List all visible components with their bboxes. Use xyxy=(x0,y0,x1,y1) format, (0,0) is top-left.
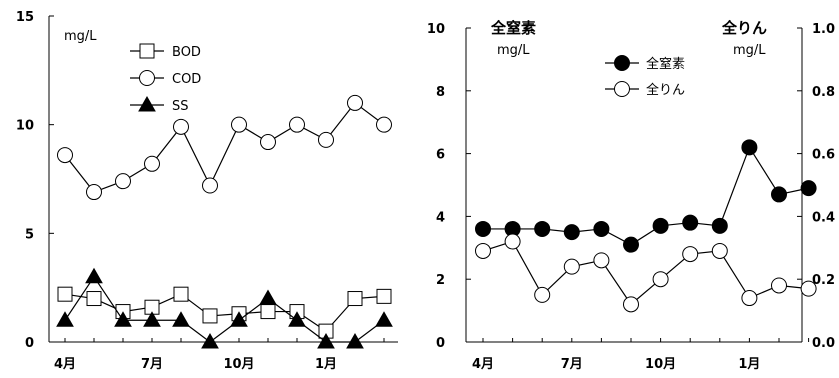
left-legend-label: SS xyxy=(172,99,189,114)
left-y-tick-label: 15 xyxy=(16,10,34,25)
left-data-point xyxy=(173,286,189,302)
left-data-point xyxy=(347,291,363,307)
left-data-point xyxy=(115,173,131,190)
right-left-y-tick-label: 6 xyxy=(436,148,445,163)
left-x-tick-label: 1月 xyxy=(315,357,337,372)
left-data-point xyxy=(57,147,73,164)
left-data-point xyxy=(318,131,334,148)
right-right-unit: mg/L xyxy=(733,43,766,58)
left-unit-label: mg/L xyxy=(64,29,97,44)
left-series-line xyxy=(64,102,385,193)
left-data-point xyxy=(375,311,393,327)
right-right-y-tick-label: 0.4 xyxy=(812,210,835,225)
right-left-y-tick-label: 8 xyxy=(436,85,445,100)
right-legend-label: 全りん xyxy=(646,82,685,98)
right-series-line xyxy=(483,145,809,246)
right-left-y-tick-label: 10 xyxy=(427,22,445,37)
left-data-point xyxy=(346,332,364,349)
left-legend-marker xyxy=(139,70,155,86)
left-x-tick-label: 10月 xyxy=(223,357,254,372)
right-left-y-tick-label: 4 xyxy=(436,210,445,225)
left-data-point xyxy=(317,332,335,349)
right-data-point xyxy=(771,186,787,203)
right-x-tick-label: 7月 xyxy=(561,357,583,372)
left-data-point xyxy=(231,116,247,133)
right-data-point xyxy=(593,220,610,237)
right-left-title: 全窒素 xyxy=(490,19,536,37)
left-data-point xyxy=(172,311,190,327)
right-data-point xyxy=(475,242,491,259)
left-y-tick-label: 10 xyxy=(16,119,34,134)
left-data-point xyxy=(260,134,276,151)
right-data-point xyxy=(652,217,669,234)
left-data-point xyxy=(201,332,219,349)
right-x-tick-label: 10月 xyxy=(645,357,676,372)
right-data-point xyxy=(623,236,639,253)
left-x-tick-label: 4月 xyxy=(54,357,76,372)
left-data-point xyxy=(86,184,102,201)
left-data-point xyxy=(143,311,161,327)
right-data-point xyxy=(504,233,521,250)
right-data-point xyxy=(534,220,551,237)
left-data-point xyxy=(376,288,392,304)
left-data-point xyxy=(230,311,248,327)
right-legend-marker xyxy=(614,55,630,71)
left-series-line xyxy=(64,293,385,332)
left-data-point xyxy=(260,304,276,320)
right-data-point xyxy=(652,271,669,288)
right-right-y-tick-label: 0.2 xyxy=(812,273,835,288)
right-data-point xyxy=(682,214,699,231)
right-data-point xyxy=(800,180,817,197)
right-data-point xyxy=(475,220,491,237)
right-series-line xyxy=(482,240,809,306)
left-data-point xyxy=(173,118,189,135)
right-x-tick-label: 4月 xyxy=(472,357,494,372)
left-legend-label: COD xyxy=(172,72,201,87)
right-left-y-tick-label: 2 xyxy=(436,273,445,288)
right-right-title: 全りん xyxy=(721,19,767,37)
left-data-point xyxy=(57,286,73,302)
right-data-point xyxy=(711,242,728,259)
left-data-point xyxy=(259,289,277,306)
left-data-point xyxy=(347,94,363,111)
right-data-point xyxy=(623,296,639,313)
right-data-point xyxy=(563,224,580,241)
left-data-point xyxy=(289,116,305,133)
right-data-point xyxy=(741,139,758,156)
left-data-point xyxy=(376,116,392,133)
right-data-point xyxy=(534,286,551,303)
left-legend-label: BOD xyxy=(172,45,201,60)
right-data-point xyxy=(800,280,817,297)
left-y-tick-label: 0 xyxy=(25,336,34,351)
left-legend-marker xyxy=(139,43,155,59)
left-series-line xyxy=(64,275,385,343)
left-data-point xyxy=(56,311,74,327)
right-left-unit: mg/L xyxy=(497,43,530,58)
left-data-point xyxy=(202,177,218,194)
right-data-point xyxy=(682,246,699,263)
left-data-point xyxy=(114,311,132,327)
right-data-point xyxy=(563,258,580,275)
right-x-tick-label: 1月 xyxy=(738,357,760,372)
left-data-point xyxy=(86,291,102,307)
right-legend-marker xyxy=(614,81,630,97)
left-data-point xyxy=(288,311,306,327)
right-data-point xyxy=(771,277,787,294)
right-data-point xyxy=(593,252,610,269)
right-right-y-tick-label: 0.6 xyxy=(812,148,835,163)
left-data-point xyxy=(144,155,160,172)
right-data-point xyxy=(711,217,728,234)
right-right-y-tick-label: 0.8 xyxy=(812,85,835,100)
right-right-y-tick-label: 1.0 xyxy=(812,22,835,37)
left-y-tick-label: 5 xyxy=(25,227,34,242)
left-data-point xyxy=(202,308,218,324)
left-x-tick-label: 7月 xyxy=(141,357,163,372)
right-left-y-tick-label: 0 xyxy=(436,336,445,351)
right-legend-label: 全窒素 xyxy=(646,56,685,72)
left-legend-marker xyxy=(138,95,156,112)
left-data-point xyxy=(85,267,103,284)
right-right-y-tick-label: 0.0 xyxy=(812,336,835,351)
right-data-point xyxy=(741,290,758,307)
